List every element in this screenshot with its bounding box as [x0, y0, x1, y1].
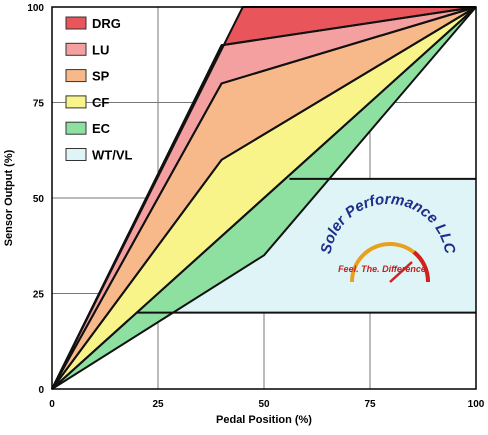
area: [52, 7, 476, 389]
plot-border: [51, 6, 477, 390]
boundary-line: [51, 6, 477, 390]
legend: DRG LU SP CF EC WT/VL: [65, 16, 132, 163]
logo-gauge-red: [412, 250, 431, 283]
x-tick-label: 75: [364, 399, 376, 410]
legend-swatch: [65, 95, 87, 109]
x-tick-label: 25: [152, 399, 164, 410]
legend-label: LU: [92, 42, 109, 57]
y-tick-label: 75: [33, 99, 45, 110]
x-axis-label: Pedal Position (%): [216, 414, 312, 426]
x-tick-label: 50: [258, 399, 270, 410]
legend-label: WT/VL: [92, 148, 132, 163]
x-tick-label: 100: [468, 399, 485, 410]
y-tick-label: 25: [33, 290, 45, 301]
boundary-line: [51, 6, 477, 390]
y-axis-label: Sensor Output (%): [3, 149, 15, 246]
legend-label: EC: [92, 121, 111, 136]
y-tick-label: 0: [38, 385, 44, 396]
x-tick-label: 0: [49, 399, 55, 410]
legend-label: DRG: [92, 16, 121, 31]
logo-tagline: Feel. The. Difference: [338, 264, 426, 274]
legend-swatch: [65, 121, 87, 135]
legend-label: SP: [92, 69, 110, 84]
legend-swatch: [65, 69, 87, 83]
y-tick-label: 100: [27, 3, 44, 14]
legend-swatch: [65, 16, 87, 30]
logo-needle: [389, 261, 413, 283]
legend-swatch: [65, 42, 87, 56]
legend-swatch: [65, 148, 87, 161]
axes: 0 25 50 75 100 0 25 50 75 100: [27, 3, 484, 410]
boundary-line: [51, 6, 477, 390]
boundary-line: [51, 6, 477, 390]
boundary-line: [51, 6, 477, 390]
y-tick-label: 50: [33, 194, 45, 205]
legend-label: CF: [92, 95, 109, 110]
